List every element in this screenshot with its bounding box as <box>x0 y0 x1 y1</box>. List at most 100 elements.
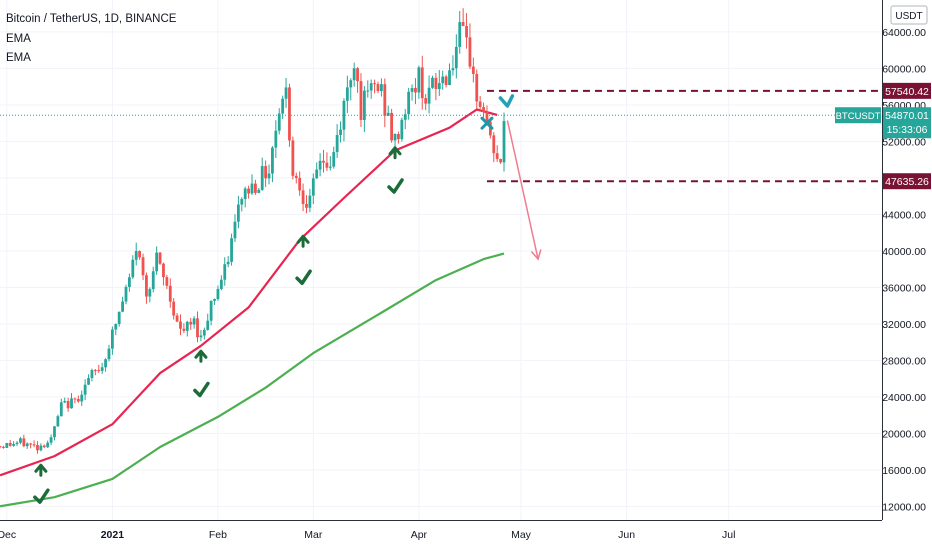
support-arrow-icon <box>34 463 48 477</box>
y-tick-label: 28000.00 <box>882 355 926 367</box>
candle-body <box>131 259 135 278</box>
candle-body <box>301 190 305 204</box>
candle-body <box>373 83 376 85</box>
candle-body <box>454 46 458 69</box>
candle-body <box>424 98 428 104</box>
y-tick-label: 12000.00 <box>882 501 926 513</box>
x-tick-label: May <box>511 529 532 541</box>
candle-body <box>448 70 451 86</box>
candle-body <box>32 444 36 446</box>
candle-body <box>485 111 489 122</box>
candle-body <box>2 446 5 448</box>
candle-body <box>393 134 397 141</box>
candle-body <box>206 320 210 330</box>
candle-body <box>236 204 240 222</box>
candle-body <box>386 112 390 116</box>
check-icon <box>193 381 210 398</box>
candle-body <box>325 162 329 168</box>
candle-body <box>226 261 230 265</box>
candle-body <box>434 77 438 89</box>
support-arrow-icon <box>296 234 310 248</box>
candle-body <box>250 183 254 194</box>
check-icon <box>295 269 312 285</box>
countdown-label: 15:33:06 <box>887 124 928 136</box>
indicator-label-2: EMA <box>6 52 31 64</box>
candle-body <box>482 107 485 112</box>
candle-body <box>359 81 363 120</box>
candle-body <box>260 166 264 190</box>
candle-body <box>233 221 237 239</box>
candle-body <box>281 98 285 114</box>
candle-body <box>155 252 159 272</box>
candle-body <box>185 321 189 331</box>
candle-body <box>29 443 33 445</box>
ema-fast-layer <box>0 108 498 477</box>
x-tick-label: 2021 <box>101 529 125 541</box>
candle-body <box>209 300 213 321</box>
candle-body <box>117 311 121 325</box>
candle-body <box>427 87 431 104</box>
candle-body <box>369 83 373 91</box>
y-tick-label: 24000.00 <box>882 392 926 404</box>
projection-arrow-head <box>530 249 542 261</box>
candle-body <box>199 335 203 338</box>
candle-body <box>400 119 404 140</box>
candle-body <box>471 66 475 74</box>
candle-body <box>380 84 383 92</box>
candle-body <box>499 158 502 163</box>
candle-body <box>349 80 353 88</box>
candle-body <box>145 275 148 297</box>
candle-body <box>397 134 400 140</box>
candle-body <box>420 67 424 99</box>
candle-body <box>271 147 274 174</box>
candle-body <box>49 437 53 443</box>
cross-icon <box>480 116 494 130</box>
candle-body <box>291 140 295 176</box>
candle-body <box>15 442 19 444</box>
price-level-label: 47635.26 <box>885 176 929 188</box>
candle-body <box>168 285 172 302</box>
candle-body <box>342 100 346 130</box>
ema-slow-layer <box>0 252 505 508</box>
candle-body <box>192 318 196 325</box>
candle-body <box>97 370 101 372</box>
candle-body <box>274 130 278 148</box>
candle-body <box>56 416 60 427</box>
candle-body <box>107 348 111 360</box>
candle-body <box>458 22 462 47</box>
candle-body <box>36 444 39 451</box>
projection-arrow-shaft <box>506 120 539 260</box>
candle-body <box>179 321 182 329</box>
check-icon <box>387 178 404 194</box>
candle-body <box>189 321 193 325</box>
y-tick-label: 16000.00 <box>882 465 926 477</box>
chart-legend: Bitcoin / TetherUS, 1D, BINANCE EMA EMA <box>6 10 176 69</box>
y-tick-label: 64000.00 <box>882 27 926 39</box>
candle-body <box>414 88 417 93</box>
x-tick-label: Jul <box>722 529 735 541</box>
candle-body <box>83 384 87 395</box>
candle-body <box>475 73 479 102</box>
candle-body <box>39 445 43 451</box>
candle-body <box>335 135 339 153</box>
candle-body <box>25 443 29 447</box>
y-tick-label: 44000.00 <box>882 209 926 221</box>
y-tick-label: 40000.00 <box>882 246 926 258</box>
candle-body <box>328 166 332 168</box>
candle-body <box>12 443 16 446</box>
candle-body <box>100 367 104 371</box>
candle-body <box>53 426 56 438</box>
candle-body <box>80 394 84 402</box>
candle-body <box>134 251 138 260</box>
x-tick-label: Mar <box>304 529 323 541</box>
candle-body <box>247 188 250 194</box>
candle-body <box>332 152 336 167</box>
candle-body <box>243 188 247 200</box>
candle-body <box>437 83 441 89</box>
price-labels: 57540.42 47635.26 BTCUSDT 54870.01 15:33:06 <box>835 82 931 190</box>
candle-body <box>352 68 356 81</box>
candle-body <box>495 153 499 159</box>
check-icon <box>33 488 50 504</box>
candle-body <box>311 178 315 196</box>
